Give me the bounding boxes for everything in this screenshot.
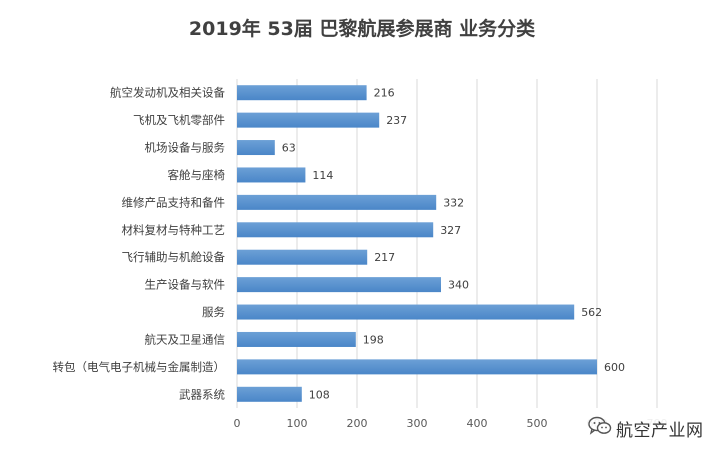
category-label: 转包（电气电子机械与金属制造）: [53, 360, 226, 374]
category-label: 飞机及飞机零部件: [133, 113, 225, 127]
watermark-text: 航空产业网: [616, 420, 704, 441]
bar: [237, 359, 597, 375]
bar: [237, 112, 380, 128]
chart-title: 2019年 53届 巴黎航展参展商 业务分类: [189, 17, 535, 40]
bar: [237, 167, 306, 183]
data-label: 600: [604, 361, 625, 374]
bar: [237, 277, 441, 293]
data-label: 108: [309, 388, 330, 401]
data-label: 327: [440, 224, 461, 237]
category-label: 服务: [202, 305, 225, 319]
x-tick-label: 200: [347, 417, 368, 430]
bar: [237, 140, 275, 156]
watermark: 航空产业网: [586, 414, 708, 442]
data-label: 217: [374, 251, 395, 264]
data-label: 63: [282, 142, 296, 155]
category-label: 航空发动机及相关设备: [110, 86, 225, 100]
data-label: 216: [374, 87, 395, 100]
bar: [237, 222, 434, 238]
bar: [237, 386, 302, 402]
x-tick-label: 500: [527, 417, 548, 430]
category-label: 材料复材与特种工艺: [122, 223, 226, 237]
data-label: 114: [312, 169, 333, 182]
category-label: 生产设备与软件: [145, 278, 226, 292]
data-label: 198: [363, 333, 384, 346]
bar: [237, 249, 368, 265]
category-label: 航天及卫星通信: [145, 332, 226, 346]
bar: [237, 194, 437, 210]
x-tick-label: 300: [407, 417, 428, 430]
gridlines: [236, 79, 658, 408]
data-label: 340: [448, 279, 469, 292]
bar: [237, 304, 575, 320]
x-tick-label: 100: [287, 417, 308, 430]
bars: [237, 85, 597, 402]
data-label: 332: [443, 196, 464, 209]
category-label: 武器系统: [179, 387, 225, 401]
wechat-icon: [588, 415, 612, 441]
data-label: 237: [386, 114, 407, 127]
category-label: 维修产品支持和备件: [122, 195, 226, 209]
category-label: 飞行辅助与机舱设备: [122, 250, 226, 264]
data-label: 562: [581, 306, 602, 319]
category-label: 机场设备与服务: [145, 141, 226, 155]
x-tick-label: 400: [467, 417, 488, 430]
x-tick-label: 0: [234, 417, 241, 430]
category-label: 客舱与座椅: [168, 168, 226, 182]
bar: [237, 331, 356, 347]
bar: [237, 85, 367, 101]
